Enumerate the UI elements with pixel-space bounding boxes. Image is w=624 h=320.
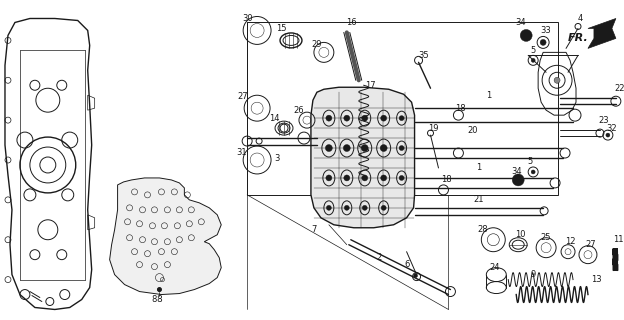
Text: 9: 9 <box>530 270 536 279</box>
Text: 15: 15 <box>276 24 286 33</box>
Circle shape <box>512 174 524 186</box>
Text: 25: 25 <box>541 233 552 242</box>
Circle shape <box>381 115 387 121</box>
Circle shape <box>344 175 350 181</box>
Text: 30: 30 <box>242 14 253 23</box>
Circle shape <box>326 175 332 181</box>
Text: 16: 16 <box>346 18 357 27</box>
Circle shape <box>380 145 387 152</box>
Text: 17: 17 <box>366 81 376 90</box>
Text: 4: 4 <box>577 14 583 23</box>
Text: 5: 5 <box>527 157 533 166</box>
Circle shape <box>344 115 350 121</box>
Text: 3: 3 <box>275 154 280 163</box>
Circle shape <box>520 29 532 41</box>
Circle shape <box>531 58 535 62</box>
Text: 32: 32 <box>607 124 617 132</box>
Text: 31: 31 <box>236 148 246 156</box>
Text: 22: 22 <box>615 84 624 93</box>
Text: 35: 35 <box>418 51 429 60</box>
Text: 19: 19 <box>428 124 439 132</box>
Text: 1: 1 <box>485 91 491 100</box>
Text: 14: 14 <box>269 114 280 123</box>
Circle shape <box>381 205 386 210</box>
Circle shape <box>606 133 610 137</box>
Circle shape <box>326 205 331 210</box>
Text: 5: 5 <box>530 46 536 55</box>
Text: 27: 27 <box>586 240 597 249</box>
Circle shape <box>361 145 368 152</box>
Polygon shape <box>311 87 414 228</box>
Text: 18: 18 <box>455 104 466 113</box>
Text: 27: 27 <box>238 92 248 101</box>
Polygon shape <box>110 178 222 294</box>
Circle shape <box>157 288 162 292</box>
Text: 2: 2 <box>376 253 381 262</box>
Text: FR.: FR. <box>568 33 588 44</box>
Polygon shape <box>588 19 616 48</box>
Circle shape <box>362 115 368 121</box>
Text: 23: 23 <box>598 116 609 124</box>
Circle shape <box>325 145 333 152</box>
Circle shape <box>531 170 535 174</box>
Text: 13: 13 <box>591 275 602 284</box>
Text: 18: 18 <box>441 175 452 184</box>
Circle shape <box>399 146 404 150</box>
Text: 34: 34 <box>515 18 525 27</box>
Text: 8: 8 <box>157 295 162 304</box>
Text: 29: 29 <box>311 40 322 49</box>
Text: 1: 1 <box>475 164 481 172</box>
Circle shape <box>326 115 332 121</box>
Text: 7: 7 <box>311 225 316 234</box>
Text: 6: 6 <box>404 260 409 269</box>
Circle shape <box>362 175 368 181</box>
Text: 34: 34 <box>511 167 522 176</box>
Circle shape <box>399 175 404 180</box>
Text: 21: 21 <box>473 196 484 204</box>
Circle shape <box>554 77 560 83</box>
Circle shape <box>343 145 350 152</box>
Circle shape <box>414 274 417 277</box>
Text: 26: 26 <box>294 106 305 115</box>
Text: 20: 20 <box>467 126 477 135</box>
Text: 12: 12 <box>565 237 575 246</box>
Circle shape <box>540 39 546 45</box>
Circle shape <box>381 175 387 181</box>
Text: 11: 11 <box>613 235 623 244</box>
Circle shape <box>399 116 404 121</box>
Circle shape <box>363 205 368 210</box>
Text: 33: 33 <box>541 26 552 35</box>
Text: 8: 8 <box>152 295 157 304</box>
Text: 24: 24 <box>489 263 500 272</box>
Circle shape <box>344 205 349 210</box>
Text: 10: 10 <box>515 230 525 239</box>
Text: 28: 28 <box>477 225 487 234</box>
